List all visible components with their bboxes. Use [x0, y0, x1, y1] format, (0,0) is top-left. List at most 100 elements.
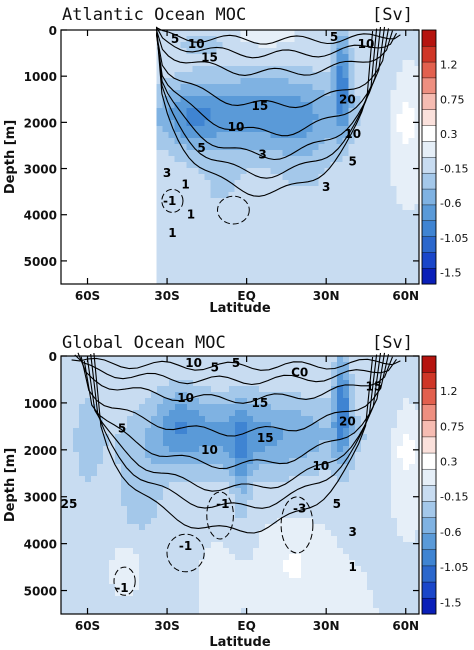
field-cell [258, 42, 265, 49]
field-cell [204, 90, 211, 97]
field-cell [168, 180, 175, 187]
field-cell [127, 458, 134, 465]
field-cell [385, 518, 392, 525]
contour-line [90, 354, 378, 509]
field-cell [282, 36, 289, 43]
field-cell [331, 536, 338, 543]
field-cell [301, 440, 308, 447]
field-cell [390, 216, 397, 223]
field-cell [390, 186, 397, 193]
field-cell [390, 204, 397, 211]
field-cell [396, 132, 403, 139]
field-cell [204, 36, 211, 43]
field-cell [367, 434, 374, 441]
field-cell [193, 602, 200, 609]
field-cell [192, 276, 199, 283]
field-cell [222, 216, 229, 223]
field-cell [264, 222, 271, 229]
field-cell [312, 102, 319, 109]
field-cell [276, 30, 283, 37]
field-cell [157, 410, 164, 417]
field-cell [294, 36, 301, 43]
field-cell [367, 566, 374, 573]
field-cell [103, 494, 110, 501]
field-cell [186, 180, 193, 187]
field-cell [331, 560, 338, 567]
field-cell [169, 530, 176, 537]
field-cell [390, 150, 397, 157]
field-cell [384, 198, 391, 205]
field-cell [156, 144, 163, 151]
field-cell [276, 234, 283, 241]
field-cell [289, 560, 296, 567]
field-cell [342, 180, 349, 187]
field-cell [324, 162, 331, 169]
field-cell [415, 476, 420, 483]
field-cell [282, 264, 289, 271]
field-cell [331, 386, 338, 393]
field-cell [210, 84, 217, 91]
field-cell [361, 530, 368, 537]
field-cell [408, 144, 415, 151]
field-cell [211, 494, 218, 501]
field-cell [85, 410, 92, 417]
field-cell [343, 578, 350, 585]
field-cell [259, 464, 266, 471]
field-cell [336, 162, 343, 169]
field-cell [409, 362, 416, 369]
field-cell [337, 404, 344, 411]
field-cell [193, 440, 200, 447]
field-cell [193, 548, 200, 555]
field-cell [103, 512, 110, 519]
field-cell [228, 138, 235, 145]
field-cell [121, 584, 128, 591]
field-cell [319, 512, 326, 519]
field-cell [265, 518, 272, 525]
field-cell [211, 500, 218, 507]
field-cell [313, 362, 320, 369]
field-cell [271, 362, 278, 369]
field-cell [270, 48, 277, 55]
field-cell [133, 428, 140, 435]
field-cell [294, 276, 301, 283]
field-cell [360, 282, 367, 285]
field-cell [247, 524, 254, 531]
field-cell [403, 506, 410, 513]
field-cell [127, 500, 134, 507]
field-cell [210, 72, 217, 79]
field-cell [355, 368, 362, 375]
field-cell [414, 234, 420, 241]
field-cell [174, 210, 181, 217]
field-cell [211, 590, 218, 597]
field-cell [402, 60, 409, 67]
field-cell [396, 78, 403, 85]
field-cell [295, 356, 302, 363]
field-cell [79, 386, 86, 393]
field-cell [204, 120, 211, 127]
field-cell [240, 54, 247, 61]
field-cell [349, 428, 356, 435]
field-cell [228, 36, 235, 43]
field-cell [313, 386, 320, 393]
field-cell [252, 252, 259, 259]
field-cell [229, 572, 236, 579]
field-cell [318, 234, 325, 241]
field-cell [415, 386, 420, 393]
field-cell [240, 234, 247, 241]
field-cell [157, 596, 164, 603]
field-cell [85, 416, 92, 423]
field-cell [127, 356, 134, 363]
field-cell [115, 572, 122, 579]
field-cell [319, 506, 326, 513]
field-cell [151, 482, 158, 489]
field-cell [355, 356, 362, 363]
field-cell [192, 60, 199, 67]
field-cell [211, 362, 218, 369]
field-cell [355, 464, 362, 471]
field-cell [91, 518, 98, 525]
field-cell [312, 60, 319, 67]
field-cell [397, 590, 404, 597]
field-cell [366, 162, 373, 169]
field-cell [265, 506, 272, 513]
field-cell [414, 240, 420, 247]
